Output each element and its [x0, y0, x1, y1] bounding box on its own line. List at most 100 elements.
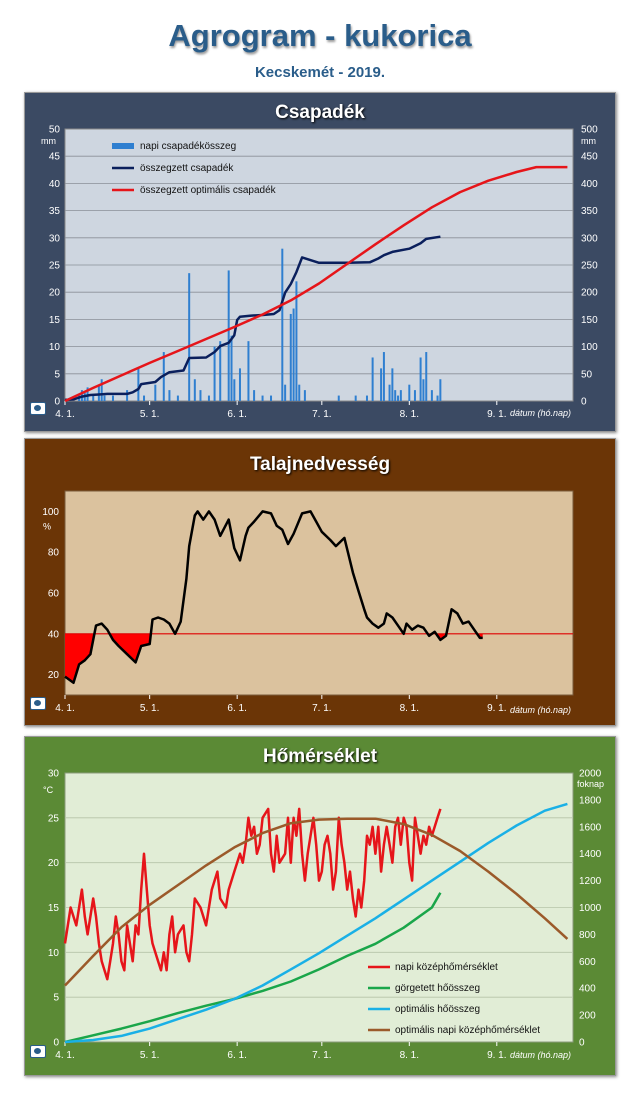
- x-tick-label: 7. 1.: [312, 1050, 331, 1061]
- precip-bar: [247, 341, 250, 401]
- y-tick-label-right: 350: [581, 206, 598, 217]
- series-line: [64, 802, 568, 1044]
- x-axis-label: dátum (hó.nap): [510, 408, 571, 418]
- y-tick-label-right: 800: [579, 930, 596, 941]
- precip-bar: [270, 395, 273, 401]
- precip-bar: [371, 357, 374, 401]
- precip-bar: [97, 384, 100, 401]
- precip-bar: [230, 335, 233, 401]
- precip-bar: [284, 384, 287, 401]
- x-axis-label: dátum (hó.nap): [510, 1050, 571, 1060]
- x-tick-label: 6. 1.: [227, 409, 246, 420]
- precip-bar: [422, 379, 425, 401]
- y-tick-label-left: 25: [49, 261, 61, 272]
- y-tick-label-left: 5: [53, 993, 59, 1004]
- deficit-area: [109, 633, 151, 663]
- series-line: [64, 817, 569, 987]
- x-axis-label: dátum (hó.nap): [510, 705, 571, 715]
- legend-label: optimális hőösszeg: [395, 1004, 480, 1015]
- x-tick-label: 4. 1.: [55, 409, 74, 420]
- precip-chart: 0510152025303540455005010015020025030035…: [41, 125, 598, 421]
- precip-bar: [253, 390, 256, 401]
- y-tick-label-left: 15: [48, 903, 60, 914]
- x-tick-label: 9. 1.: [487, 703, 506, 714]
- precip-bar: [436, 395, 439, 401]
- precip-bar: [439, 379, 442, 401]
- precip-bar: [188, 273, 191, 401]
- precip-bar: [399, 390, 402, 401]
- y-tick-label-left: 0: [53, 1038, 59, 1049]
- omsz-logo: [30, 402, 46, 415]
- x-tick-label: 4. 1.: [55, 703, 74, 714]
- y-axis-unit-right: foknap: [577, 779, 604, 789]
- precip-bar: [111, 395, 114, 401]
- precip-bar: [388, 384, 391, 401]
- precip-bar: [281, 248, 284, 401]
- deficit-area: [65, 633, 95, 683]
- y-axis-unit-left: °C: [43, 785, 54, 795]
- y-tick-label-left: 40: [49, 179, 61, 190]
- precip-bar: [100, 379, 103, 401]
- precip-bar: [193, 379, 196, 401]
- plot-area: [64, 490, 574, 696]
- x-tick-label: 5. 1.: [140, 703, 159, 714]
- precip-bar: [219, 341, 222, 401]
- precip-bar: [176, 395, 179, 401]
- precip-bar: [168, 390, 171, 401]
- precip-bar: [303, 390, 306, 401]
- precip-bar: [207, 395, 210, 401]
- x-tick-label: 8. 1.: [400, 703, 419, 714]
- legend-label: napi csapadékösszeg: [140, 141, 236, 152]
- y-tick-label-right: 400: [581, 179, 598, 190]
- series-line: [64, 165, 568, 403]
- y-tick-label-right: 150: [581, 315, 598, 326]
- precip-bar: [86, 387, 89, 401]
- y-tick-label-left: 0: [54, 397, 60, 408]
- y-tick-label-left: 10: [49, 342, 61, 353]
- x-tick-label: 9. 1.: [487, 409, 506, 420]
- y-tick-label-left: 5: [54, 369, 60, 380]
- legend-swatch: [112, 143, 134, 149]
- x-tick-label: 6. 1.: [227, 703, 246, 714]
- x-tick-label: 5. 1.: [140, 1050, 159, 1061]
- series-line: [63, 807, 442, 981]
- y-tick-label-left: 25: [48, 813, 60, 824]
- precip-bar: [380, 368, 383, 401]
- precip-bar: [103, 395, 106, 401]
- page-title: Agrogram - kukorica: [168, 18, 472, 53]
- y-tick-label-right: 1600: [579, 822, 602, 833]
- y-tick-label-right: 0: [579, 1038, 585, 1049]
- precip-bar: [238, 368, 241, 401]
- y-tick-label-left: 20: [48, 858, 60, 869]
- y-tick-label-right: 400: [579, 984, 596, 995]
- precip-bar: [261, 395, 264, 401]
- precip-bar: [413, 390, 416, 401]
- precip-bar: [408, 384, 411, 401]
- y-tick-label-right: 2000: [579, 769, 602, 780]
- precip-bar: [137, 368, 140, 401]
- y-tick-label-right: 600: [579, 957, 596, 968]
- temp-panel: Hőmérséklet 0 5 10 15 20 25 30 0 200 400 600 800 100…: [24, 736, 616, 1076]
- y-axis-unit: %: [43, 521, 51, 531]
- y-axis-unit-left: mm: [41, 136, 56, 146]
- series-line: [64, 510, 483, 685]
- precip-bar: [419, 357, 422, 401]
- x-tick-label: 8. 1.: [400, 409, 419, 420]
- precip-bar: [289, 313, 292, 401]
- y-tick-label: 60: [48, 589, 60, 600]
- legend-label: napi középhőmérséklet: [395, 962, 498, 973]
- series-line: [64, 892, 442, 1044]
- y-tick-label-right: 1000: [579, 903, 602, 914]
- y-tick-label-left: 10: [48, 948, 60, 959]
- precip-bar: [126, 390, 129, 401]
- x-tick-label: 7. 1.: [312, 409, 331, 420]
- y-tick-label-left: 50: [49, 125, 61, 136]
- y-tick-label-left: 35: [49, 206, 61, 217]
- precip-bar: [213, 346, 216, 401]
- legend-label: összegzett csapadék: [140, 163, 234, 174]
- omsz-logo: [30, 697, 46, 710]
- precip-bar: [298, 384, 301, 401]
- y-tick-label-right: 250: [581, 261, 598, 272]
- precip-bar: [292, 308, 295, 401]
- y-tick-label-left: 20: [49, 288, 61, 299]
